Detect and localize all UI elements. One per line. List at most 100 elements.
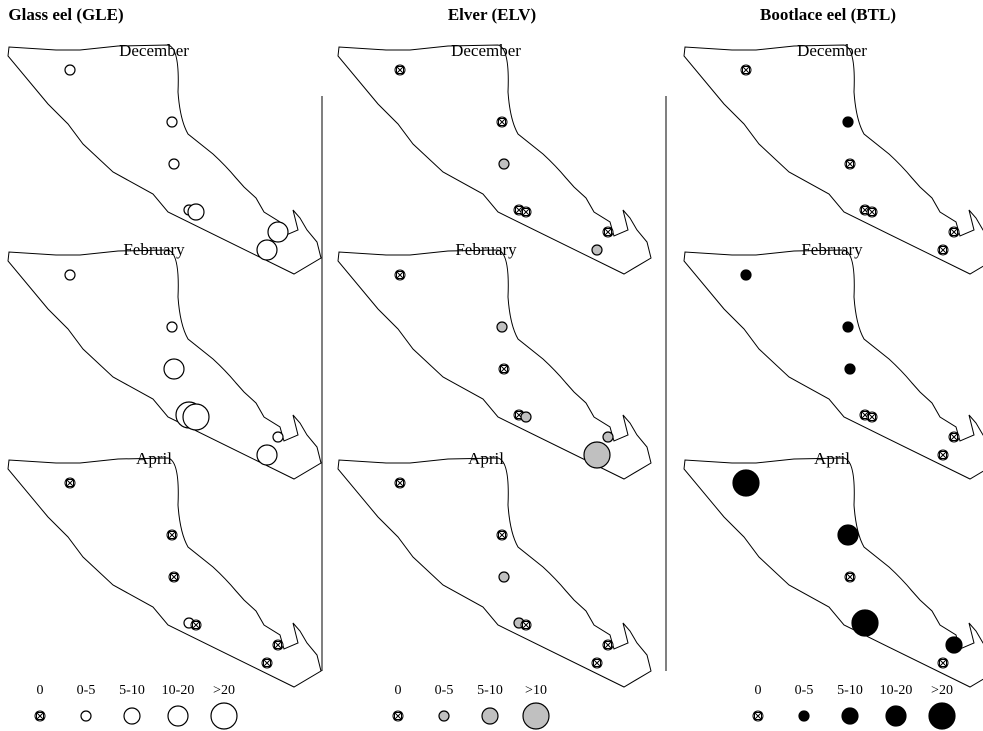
abundance-marker (256, 444, 278, 466)
absent-marker (937, 657, 949, 669)
absent-marker (166, 529, 178, 541)
absent-marker (866, 206, 878, 218)
abundance-marker (166, 321, 178, 333)
lagoon-map-outline (683, 249, 983, 480)
absent-marker (498, 363, 510, 375)
month-label: February (123, 240, 185, 259)
legend-marker (928, 702, 956, 730)
site-markers (64, 64, 963, 669)
absent-marker (520, 206, 532, 218)
lagoon-map-outline (7, 457, 322, 688)
abundance-marker (732, 469, 760, 497)
abundance-marker (866, 619, 878, 631)
absent-marker (190, 619, 202, 631)
legend-label: 5-10 (837, 683, 863, 698)
absent-marker (394, 269, 406, 281)
legend-marker (80, 710, 92, 722)
abundance-marker (837, 524, 859, 546)
legend-label: 5-10 (477, 683, 503, 698)
legend-marker (841, 707, 859, 725)
abundance-marker (187, 203, 205, 221)
abundance-marker (182, 403, 210, 431)
absent-marker (261, 657, 273, 669)
abundance-marker (842, 321, 854, 333)
month-label: December (451, 41, 521, 60)
legend-label: 10-20 (880, 683, 913, 698)
legend-label: >10 (525, 683, 547, 698)
legend-label: 0 (37, 683, 44, 698)
absent-marker (752, 710, 764, 722)
absent-marker (740, 64, 752, 76)
month-label: February (455, 240, 517, 259)
abundance-marker (498, 158, 510, 170)
absent-marker (866, 411, 878, 423)
abundance-marker (272, 431, 284, 443)
abundance-marker (602, 431, 614, 443)
legend-label: 5-10 (119, 683, 145, 698)
legend-label: 0-5 (77, 683, 96, 698)
abundance-marker (64, 269, 76, 281)
abundance-marker (498, 571, 510, 583)
absent-marker (496, 529, 508, 541)
legend-label: 0 (395, 683, 402, 698)
legend-marker (522, 702, 550, 730)
abundance-marker (496, 321, 508, 333)
column-title-glass-eel: Glass eel (GLE) (8, 5, 123, 24)
lagoon-map-outline (337, 457, 652, 688)
abundance-marker (163, 358, 185, 380)
absent-marker (168, 571, 180, 583)
month-label: December (119, 41, 189, 60)
legend-marker (798, 710, 810, 722)
abundance-marker (166, 116, 178, 128)
absent-marker (392, 710, 404, 722)
absent-marker (64, 477, 76, 489)
abundance-marker (591, 244, 603, 256)
legend-label: >20 (931, 683, 953, 698)
abundance-marker (844, 363, 856, 375)
absent-marker (859, 204, 871, 216)
abundance-marker (740, 269, 752, 281)
absent-marker (844, 571, 856, 583)
absent-marker (602, 639, 614, 651)
legend-marker (167, 705, 189, 727)
abundance-marker (64, 64, 76, 76)
legend-label: 0-5 (795, 683, 814, 698)
absent-marker (859, 409, 871, 421)
legend-marker (885, 705, 907, 727)
legend-label: 10-20 (162, 683, 195, 698)
legends: 0 0-5 5-10 10-20 >20 0 0-5 5-10 >10 0 0-5 5-10 10-20… (34, 683, 956, 730)
column-title-bootlace-eel: Bootlace eel (BTL) (760, 5, 896, 24)
absent-marker (34, 710, 46, 722)
abundance-marker (945, 636, 963, 654)
legend-marker (123, 707, 141, 725)
absent-marker (591, 657, 603, 669)
absent-marker (602, 226, 614, 238)
legend-marker (210, 702, 238, 730)
month-label: February (801, 240, 863, 259)
absent-marker (948, 431, 960, 443)
abundance-marker (583, 441, 611, 469)
absent-marker (937, 244, 949, 256)
legend-label: 0-5 (435, 683, 454, 698)
abundance-marker (520, 411, 532, 423)
absent-marker (394, 64, 406, 76)
abundance-marker (168, 158, 180, 170)
absent-marker (937, 449, 949, 461)
abundance-marker (842, 116, 854, 128)
absent-marker (844, 158, 856, 170)
absent-marker (272, 639, 284, 651)
legend-label: >20 (213, 683, 235, 698)
map-outlines (7, 44, 983, 688)
month-label: December (797, 41, 867, 60)
absent-marker (394, 477, 406, 489)
absent-marker (948, 226, 960, 238)
absent-marker (520, 619, 532, 631)
absent-marker (496, 116, 508, 128)
legend-label: 0 (755, 683, 762, 698)
column-title-elver: Elver (ELV) (448, 5, 536, 24)
lagoon-map-outline (683, 457, 983, 688)
legend-marker (438, 710, 450, 722)
abundance-marker (267, 221, 289, 243)
abundance-marker (256, 239, 278, 261)
